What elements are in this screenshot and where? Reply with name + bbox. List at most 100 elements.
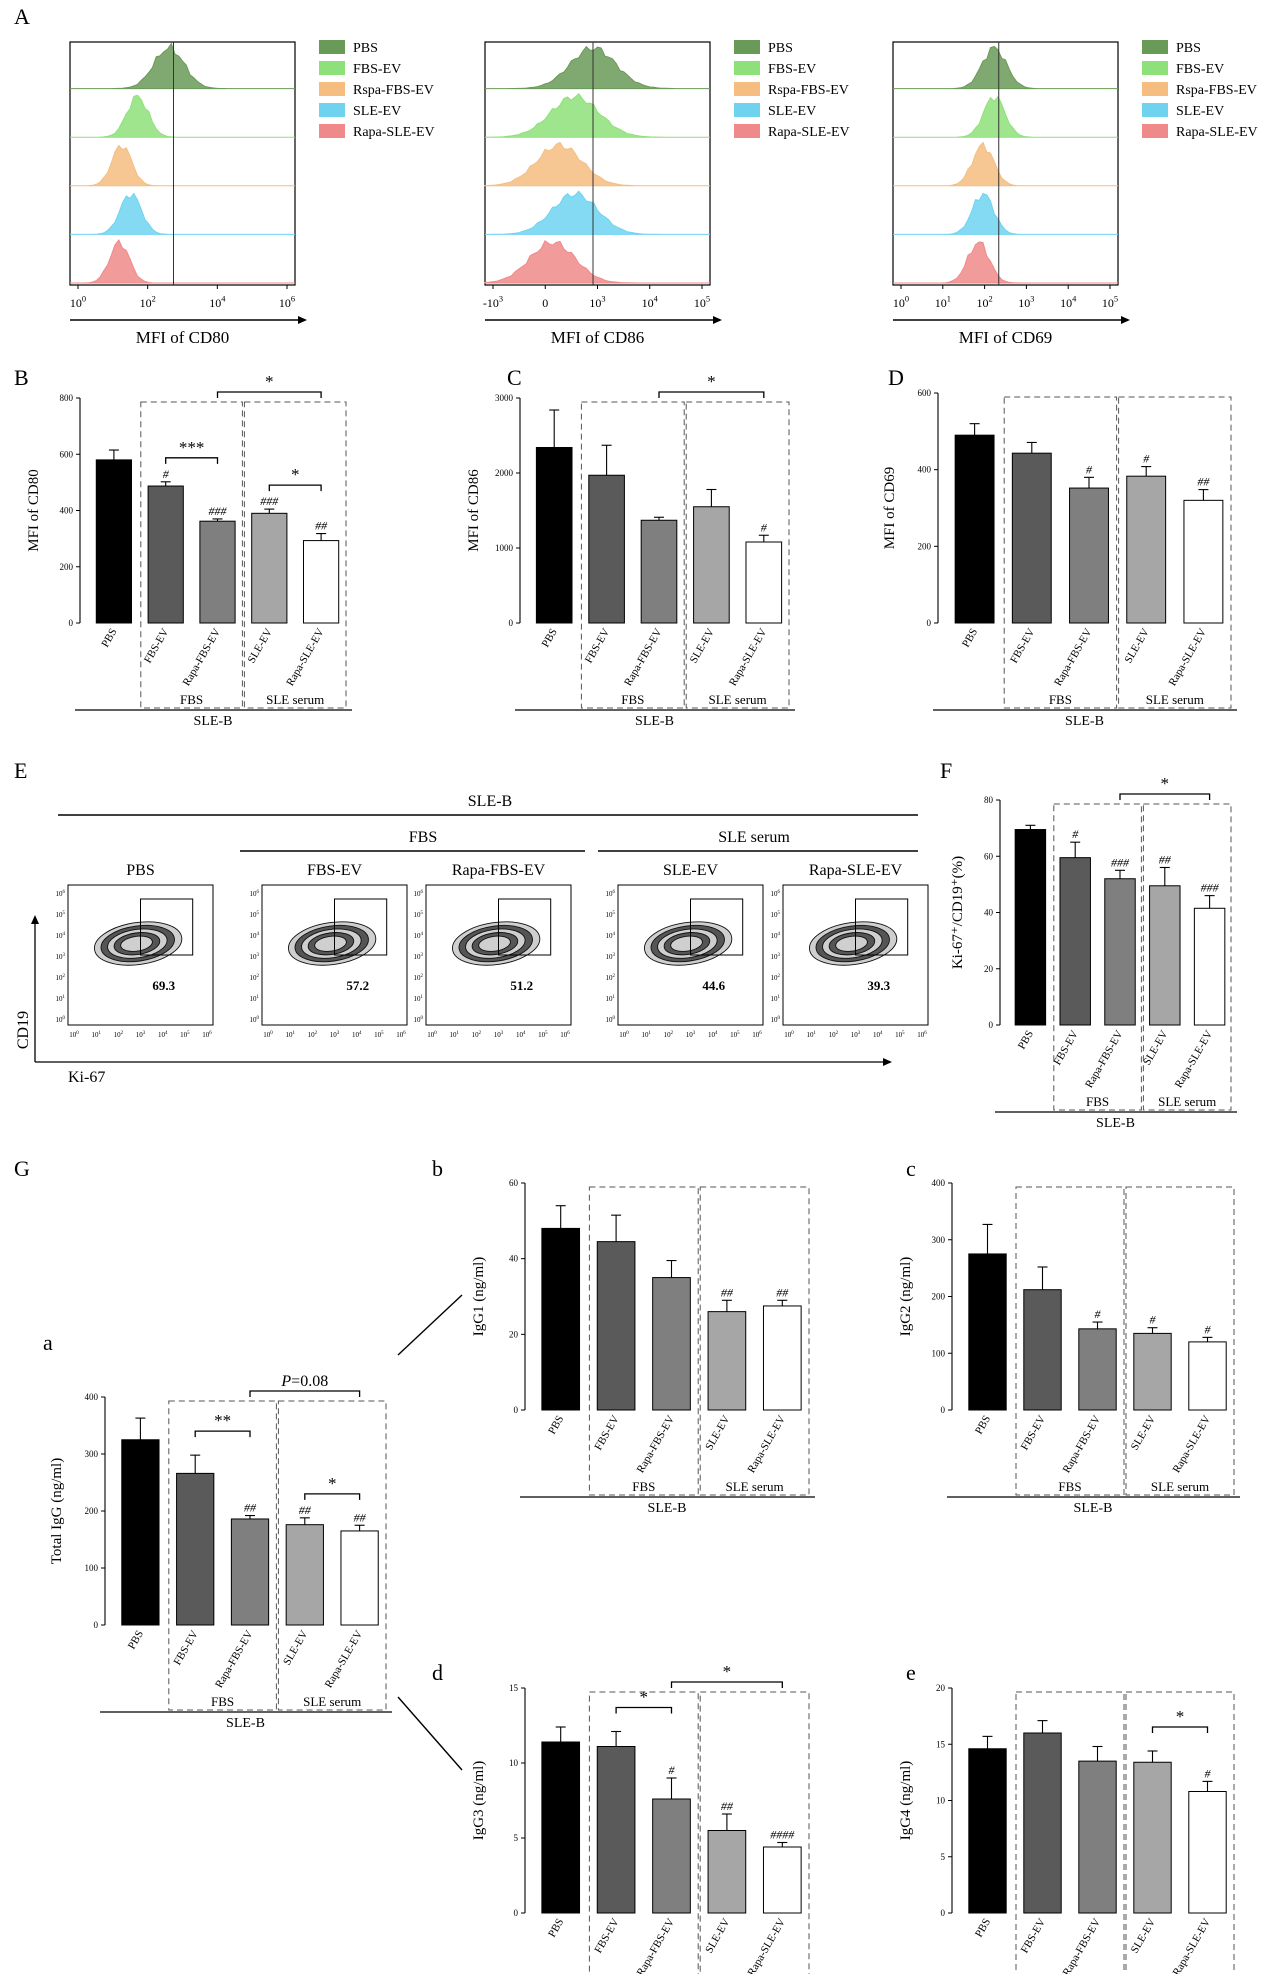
group-label-sle-serum: SLE serum: [1151, 1479, 1209, 1494]
bar-category-label: SLE-EV: [1122, 626, 1151, 665]
flow-x-tick-label: 104: [158, 1031, 168, 1039]
bar-y-tick-label: 3000: [495, 393, 514, 403]
bar-chart-D: 0 200 400 600 MFI of CD69 FBS SLE serum SLE-B PB…: [882, 388, 1237, 729]
panel-letter-D: D: [888, 365, 904, 390]
flow-y-tick-label: 103: [56, 953, 66, 961]
histogram-legend-label: FBS-EV: [1176, 62, 1224, 77]
bar-y-tick-label: 0: [941, 1908, 946, 1918]
significance-mark: #: [1205, 1322, 1212, 1336]
bar-y-tick-label: 100: [932, 1348, 946, 1358]
bar-category-label: Rapa-SLE-EV: [1167, 626, 1209, 688]
bar-y-tick-label: 200: [932, 1292, 946, 1302]
histogram-tick-label: 102: [977, 295, 993, 310]
flow-x-tick-label: 104: [708, 1031, 718, 1039]
histogram-tick-label: 104: [642, 295, 659, 310]
panel-letter-E: E: [14, 758, 27, 783]
flow-plot-title: Rapa-FBS-EV: [452, 862, 546, 879]
flow-plot-frame: [617, 884, 764, 1026]
significance-label: *: [707, 372, 716, 391]
bar-rapa-fbs-ev: [1104, 878, 1136, 1026]
bar-y-tick-label: 15: [936, 1739, 946, 1749]
flow-gate-percent: 51.2: [510, 978, 533, 993]
bar-rapa-sle-ev: [302, 540, 340, 624]
significance-mark: ##: [721, 1799, 734, 1813]
bar-y-tick-label: 400: [85, 1392, 99, 1402]
bar-rapa-fbs-ev: [1078, 1328, 1117, 1411]
flow-plot-title: PBS: [126, 862, 154, 879]
significance-bracket: [670, 1681, 783, 1688]
bar-rapa-sle-ev: [340, 1530, 379, 1626]
flow-x-tick-label: 104: [873, 1031, 883, 1039]
bar-rapa-fbs-ev: [230, 1518, 270, 1626]
bar-category-label: PBS: [546, 1414, 566, 1437]
flow-x-tick-label: 106: [396, 1031, 406, 1039]
histogram-xlabel: MFI of CD69: [959, 328, 1053, 347]
bar-category-label: SLE-EV: [246, 626, 275, 665]
zoom-line-lower: [397, 1696, 463, 1771]
significance-mark: ###: [1111, 855, 1130, 869]
panel-letter-C: C: [507, 365, 522, 390]
flow-y-tick-label: 104: [56, 932, 66, 940]
bar-pbs: [968, 1253, 1007, 1411]
bar-ylabel: MFI of CD69: [882, 467, 898, 550]
significance-label: *: [1161, 774, 1170, 793]
flow-gate-percent: 39.3: [867, 978, 890, 993]
bar-rapa-sle-ev: [745, 541, 783, 624]
flow-gate-percent: 44.6: [702, 978, 725, 993]
bar-rapa-fbs-ev: [652, 1277, 691, 1411]
significance-mark: #: [761, 520, 768, 534]
histogram-legend-label: PBS: [353, 41, 378, 56]
group-label-sle-serum: SLE serum: [709, 692, 767, 707]
bar-ylabel: IgG4 (ng/ml): [898, 1761, 914, 1841]
flow-y-tick-label: 101: [414, 995, 424, 1003]
bar-category-label: Rapa-FBS-EV: [622, 626, 665, 688]
panel-letter-G: G: [14, 1156, 30, 1181]
flow-y-tick-label: 100: [771, 1016, 781, 1024]
bar-y-tick-label: 10: [936, 1796, 946, 1806]
group-box-fbs: [140, 401, 243, 709]
group-label-fbs: FBS: [211, 1694, 234, 1709]
bar-y-tick-label: 40: [509, 1254, 519, 1264]
bar-rapa-sle-ev: [1188, 1791, 1227, 1914]
histogram-legend-swatch: [319, 103, 345, 117]
group-box-sle-serum: [243, 401, 347, 709]
group-label-sle-b: SLE-B: [648, 1501, 687, 1516]
group-label-sle-serum: SLE serum: [266, 692, 324, 707]
significance-label: *: [265, 372, 274, 391]
significance-mark: ##: [244, 1501, 257, 1515]
bar-y-tick-label: 300: [85, 1449, 99, 1459]
flow-x-tick-label: 102: [114, 1031, 124, 1039]
group-box-sle-serum: [1118, 396, 1232, 709]
histogram-legend-swatch: [1142, 40, 1168, 54]
bar-y-tick-label: 0: [514, 1908, 519, 1918]
bar-fbs-ev: [1059, 857, 1091, 1026]
significance-mark: ##: [299, 1503, 312, 1517]
histogram-legend-label: FBS-EV: [768, 62, 816, 77]
bar-pbs: [541, 1741, 581, 1914]
flow-xlabel: Ki-67: [68, 1069, 105, 1086]
bar-y-tick-label: 60: [984, 851, 994, 861]
histogram-legend-label: Rapa-SLE-EV: [768, 125, 850, 140]
bar-y-tick-label: 400: [918, 465, 932, 475]
significance-mark: #: [1095, 1307, 1102, 1321]
flow-plot-title: SLE-EV: [663, 862, 719, 879]
bar-chart-Gb: 0 20 40 60 IgG1 (ng/ml) FBS SLE serum SLE-B PBS F…: [471, 1178, 815, 1516]
panel-letter-c: c: [906, 1156, 916, 1181]
bar-category-label: Rapa-FBS-EV: [1061, 1413, 1104, 1475]
group-box-sle-serum: [685, 401, 790, 709]
bar-category-label: FBS-EV: [1051, 1028, 1080, 1067]
histogram-legend-label: PBS: [768, 41, 793, 56]
flow-y-tick-label: 106: [56, 890, 66, 898]
flow-x-tick-label: 103: [136, 1031, 146, 1039]
bar-category-label: FBS-EV: [1019, 1916, 1048, 1955]
flow-y-tick-label: 102: [56, 974, 66, 982]
flow-x-tick-label: 101: [806, 1031, 816, 1039]
histogram-tick-label: 106: [279, 295, 295, 310]
histogram-legend-swatch: [1142, 82, 1168, 96]
histogram-tick-label: 105: [694, 295, 710, 310]
bar-pbs: [535, 447, 573, 624]
